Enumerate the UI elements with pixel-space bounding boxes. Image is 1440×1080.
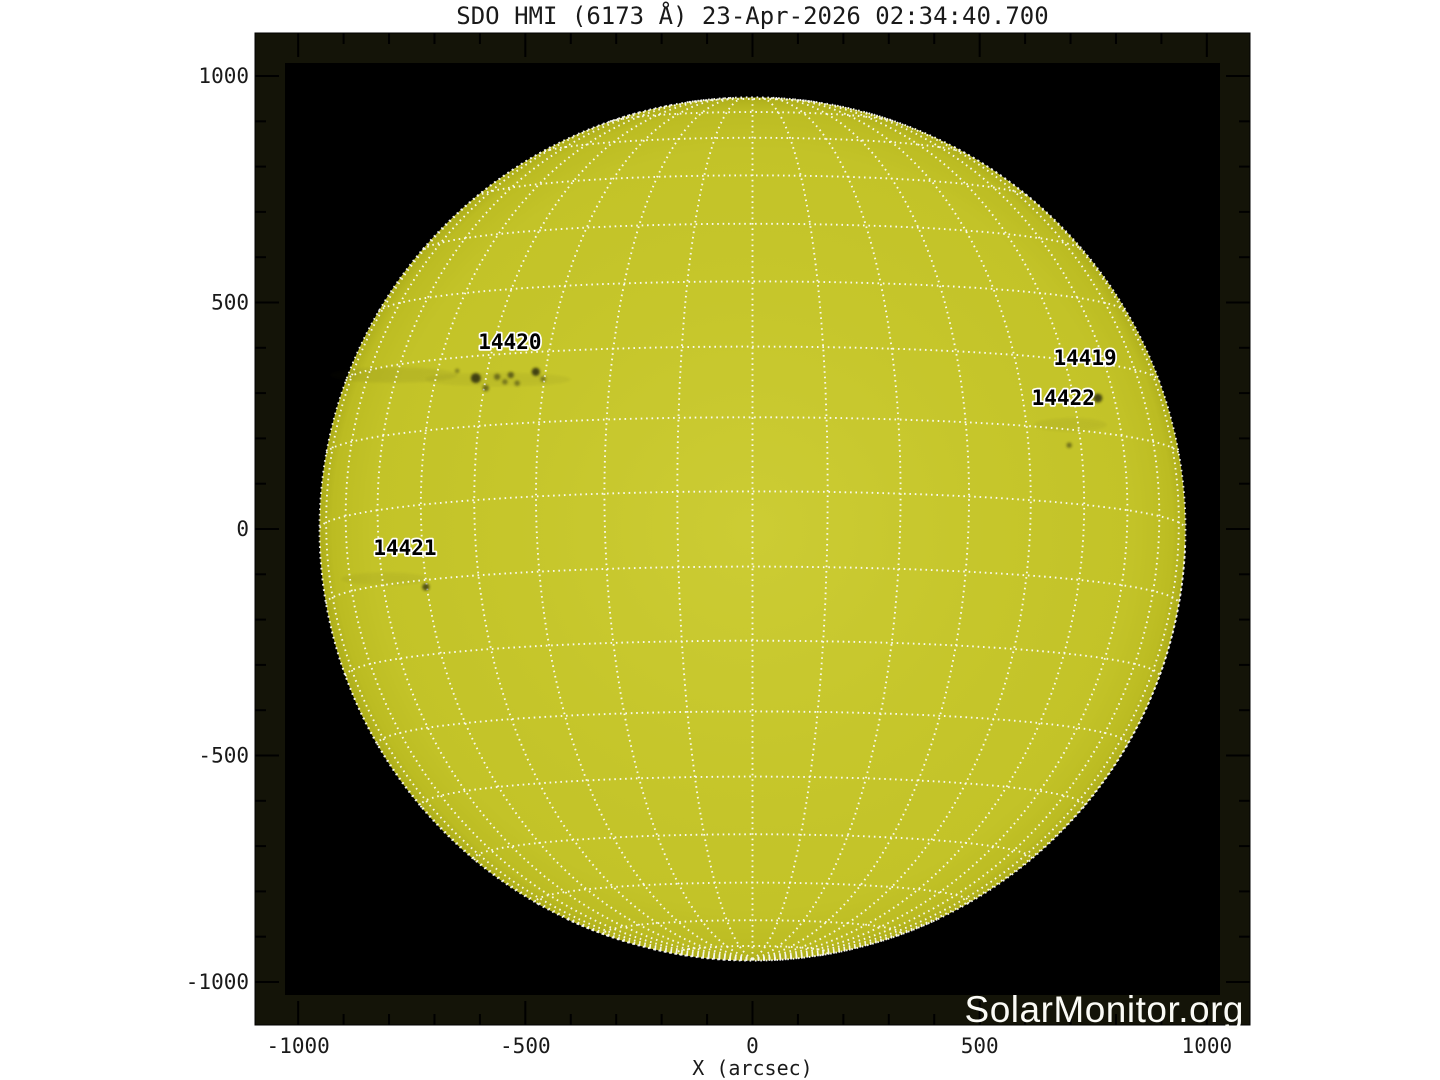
active-region-label-14421: 14421 bbox=[373, 536, 436, 560]
y-tick-label: 500 bbox=[211, 291, 249, 315]
x-tick-label: 1000 bbox=[1182, 1034, 1233, 1058]
sunspot-ar14420 bbox=[502, 379, 508, 385]
sunspot-ar14420 bbox=[507, 371, 514, 379]
x-tick-label: -500 bbox=[500, 1034, 551, 1058]
sunspot-ar14420 bbox=[493, 373, 501, 380]
x-tick-label: 500 bbox=[961, 1034, 999, 1058]
sunspot-ar14420 bbox=[482, 384, 489, 392]
y-tick-label: 0 bbox=[236, 517, 249, 541]
sunspot-ar14420 bbox=[531, 367, 540, 376]
sunspot-ar14420 bbox=[540, 376, 546, 382]
sunspot-ar14421 bbox=[422, 583, 430, 591]
plage-smudge bbox=[341, 572, 428, 586]
x-axis-label: X (arcsec) bbox=[692, 1056, 813, 1080]
active-region-label-14422: 14422 bbox=[1032, 386, 1095, 410]
x-tick-label: 0 bbox=[746, 1034, 759, 1058]
sunspot-ar14419 bbox=[1093, 393, 1103, 403]
solarmonitor-watermark: SolarMonitor.org bbox=[964, 989, 1244, 1030]
axis-ticks bbox=[255, 33, 1250, 1025]
active-region-label-14419: 14419 bbox=[1053, 346, 1116, 370]
solar-limb-outline bbox=[318, 96, 1187, 962]
plage-smudge bbox=[329, 367, 458, 383]
sunspot-ar14420 bbox=[454, 368, 460, 374]
plage-smudge bbox=[1034, 418, 1107, 432]
sunspot-ar14420 bbox=[514, 380, 520, 386]
y-tick-label: -500 bbox=[198, 743, 249, 767]
image-title: SDO HMI (6173 Å) 23-Apr-2026 02:34:40.70… bbox=[456, 2, 1049, 30]
heliographic-grid bbox=[318, 96, 1187, 962]
active-region-label-14420: 14420 bbox=[478, 330, 541, 354]
y-tick-label: 1000 bbox=[198, 64, 249, 88]
sunspot-ar14420 bbox=[470, 373, 481, 384]
y-tick-label: -1000 bbox=[186, 970, 249, 994]
x-tick-label: -1000 bbox=[267, 1034, 330, 1058]
sunspot-ar14422 bbox=[1066, 442, 1072, 448]
sun-disk bbox=[319, 97, 1186, 961]
